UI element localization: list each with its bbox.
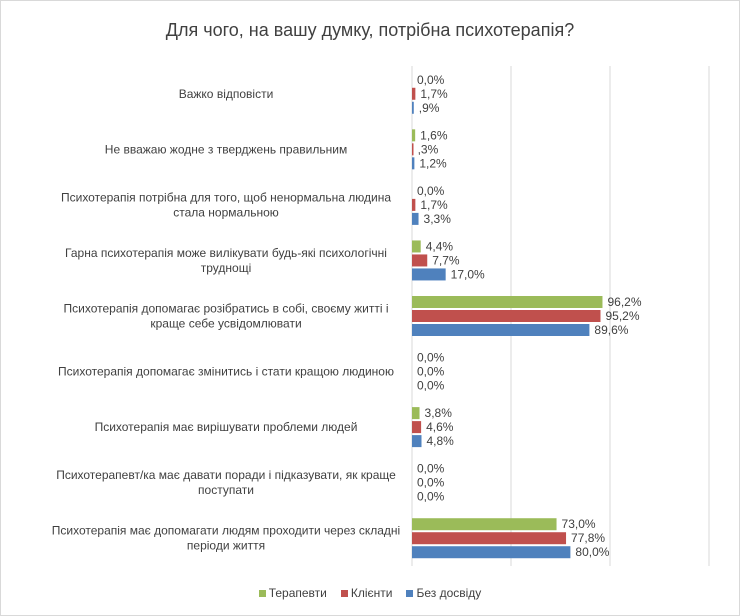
data-label: 7,7%: [432, 253, 460, 267]
data-label: 95,2%: [605, 309, 639, 323]
legend-swatch: [340, 589, 348, 597]
bar-0: [412, 296, 603, 308]
bar-0: [412, 518, 557, 531]
category-label: Важко відповісти: [179, 87, 274, 101]
data-label: 17,0%: [451, 267, 485, 281]
data-label: 1,7%: [420, 198, 448, 212]
legend-item: Без досвіду: [406, 586, 481, 600]
bar-2: [412, 101, 414, 114]
category-label: Психотерапія допомагає змінитись і стати…: [58, 365, 394, 379]
data-label: 77,8%: [571, 531, 605, 545]
data-label: ,3%: [418, 142, 439, 156]
bar-2: [412, 435, 422, 448]
chart-title: Для чого, на вашу думку, потрібна психот…: [165, 20, 575, 40]
bar-2: [412, 546, 571, 559]
data-label: 73,0%: [562, 517, 596, 531]
legend-item: Терапевти: [258, 586, 327, 600]
category-label: Не вважаю жодне з тверджень правильним: [105, 142, 347, 156]
legend-label: Без досвіду: [416, 586, 482, 600]
bar-1: [412, 143, 414, 156]
bar-2: [412, 157, 415, 170]
data-label: 0,0%: [417, 73, 445, 87]
data-label: 0,0%: [417, 379, 445, 393]
data-label: 0,0%: [417, 462, 445, 476]
bar-1: [412, 532, 567, 545]
category-label: труднощі: [201, 261, 251, 275]
bar-1: [412, 198, 416, 211]
category-label: Гарна психотерапія може вилікувати будь-…: [65, 246, 387, 260]
data-label: 0,0%: [417, 490, 445, 504]
legend-label: Терапевти: [268, 586, 327, 600]
bar-2: [412, 324, 590, 336]
bar-0: [412, 407, 420, 420]
data-label: 1,6%: [420, 128, 448, 142]
data-label: 80,0%: [575, 545, 609, 559]
data-label: 3,3%: [424, 212, 452, 226]
data-label: 96,2%: [607, 295, 641, 309]
data-label: ,9%: [419, 101, 440, 115]
legend-label: Клієнти: [350, 586, 393, 600]
data-label: 4,8%: [427, 434, 455, 448]
legend-swatch: [258, 589, 266, 597]
data-label: 1,2%: [419, 156, 447, 170]
data-label: 0,0%: [417, 351, 445, 365]
category-label: краще себе усвідомлювати: [150, 317, 301, 331]
bar-1: [412, 254, 428, 267]
category-label: поступати: [198, 483, 254, 497]
bar-2: [412, 212, 419, 225]
data-label: 0,0%: [417, 476, 445, 490]
bar-0: [412, 129, 416, 142]
bar-2: [412, 268, 446, 281]
data-label: 0,0%: [417, 365, 445, 379]
data-label: 89,6%: [594, 323, 628, 337]
bar-0: [412, 240, 421, 253]
category-label: Психотерапія допомагає розібратись в соб…: [64, 302, 389, 316]
category-label: Психотерапія має допомагати людям проход…: [52, 524, 400, 538]
data-label: 4,4%: [426, 239, 454, 253]
legend-item: Клієнти: [340, 586, 393, 600]
legend-swatch: [406, 589, 414, 597]
bar-1: [412, 87, 416, 100]
category-label: Психотерапія має вирішувати проблеми люд…: [95, 420, 358, 434]
bar-1: [412, 421, 422, 434]
category-label: періоди життя: [187, 539, 265, 553]
category-label: Психотерапевт/ка має давати поради і під…: [56, 468, 396, 482]
data-label: 0,0%: [417, 184, 445, 198]
data-label: 1,7%: [420, 87, 448, 101]
legend: Терапевти Клієнти Без досвіду: [0, 586, 740, 600]
data-label: 4,6%: [426, 420, 454, 434]
data-label: 3,8%: [425, 406, 453, 420]
category-label: Психотерапія потрібна для того, щоб нено…: [61, 190, 391, 204]
category-label: стала нормальною: [173, 205, 279, 219]
bar-1: [412, 310, 601, 322]
